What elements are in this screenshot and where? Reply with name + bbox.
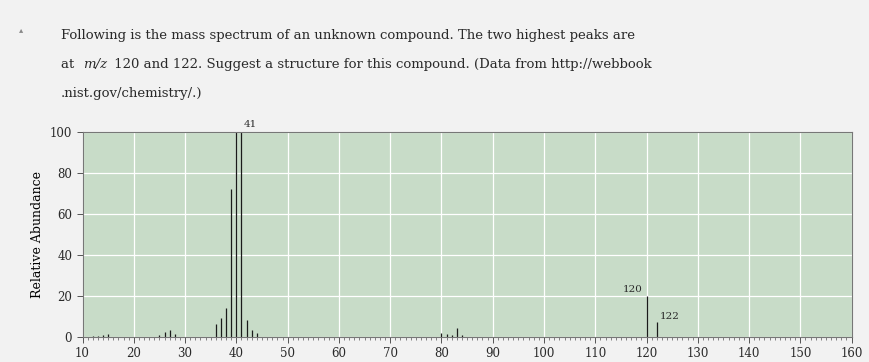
Text: Following is the mass spectrum of an unknown compound. The two highest peaks are: Following is the mass spectrum of an unk…	[61, 29, 635, 42]
Text: 41: 41	[244, 120, 257, 129]
Text: .nist.gov/chemistry/.): .nist.gov/chemistry/.)	[61, 87, 202, 100]
Text: 120: 120	[623, 285, 643, 294]
Text: ▴: ▴	[19, 25, 23, 34]
Text: m/z: m/z	[83, 58, 108, 71]
Text: at: at	[61, 58, 78, 71]
Text: 120 and 122. Suggest a structure for this compound. (Data from http://webbook: 120 and 122. Suggest a structure for thi…	[110, 58, 652, 71]
Text: 122: 122	[660, 312, 680, 321]
Y-axis label: Relative Abundance: Relative Abundance	[31, 171, 44, 298]
